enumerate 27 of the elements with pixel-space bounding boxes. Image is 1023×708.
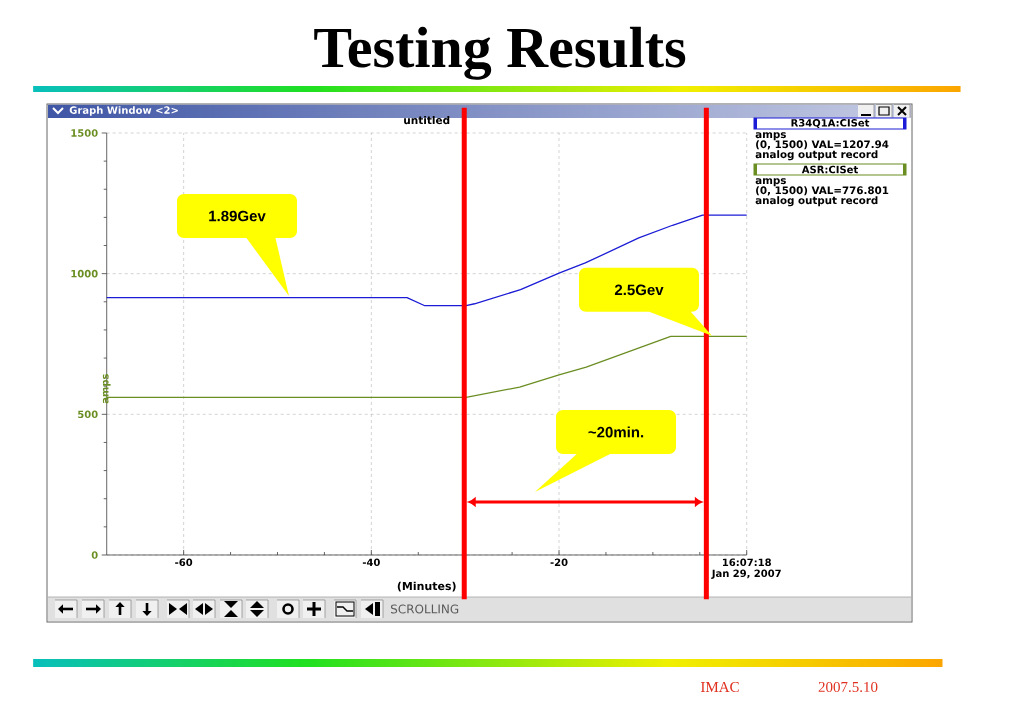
chart-title: Testing Results bbox=[314, 26, 686, 80]
x-tick-label: -40 bbox=[362, 558, 380, 567]
y-tick-label: 0 bbox=[91, 551, 98, 559]
y-axis-title: amps bbox=[102, 374, 111, 404]
x-tick-label: 16:07:18 Jan 29, 2007 bbox=[711, 558, 781, 579]
annotation: 1.89Gev bbox=[209, 210, 266, 222]
text: analog output record bbox=[755, 196, 878, 207]
text: (0, 1500) VAL=1207.94 bbox=[756, 140, 889, 150]
text: ASR:CISet bbox=[801, 165, 858, 174]
text: 2007.5.10 bbox=[818, 681, 878, 693]
text: Graph Window <2> bbox=[69, 106, 178, 116]
text: amps bbox=[755, 178, 786, 187]
x-axis-title: (Minutes) bbox=[397, 581, 456, 592]
text: analog output record bbox=[755, 150, 878, 161]
annotation: ~20min. bbox=[588, 426, 644, 438]
y-tick-label: 1500 bbox=[71, 129, 98, 137]
text: amps bbox=[755, 132, 786, 141]
chart-subtitle: untitled bbox=[404, 116, 450, 125]
text: R34Q1A:CISet bbox=[791, 119, 870, 128]
annotation: 2.5Gev bbox=[614, 284, 664, 296]
y-tick-label: 1000 bbox=[71, 269, 98, 278]
x-tick-label: -20 bbox=[550, 558, 568, 567]
text: (0, 1500) VAL=776.801 bbox=[756, 186, 889, 196]
text: IMAC bbox=[700, 681, 739, 693]
text: SCROLLING bbox=[390, 604, 459, 614]
y-tick-label: 500 bbox=[78, 410, 98, 419]
x-tick-label: -60 bbox=[175, 558, 193, 567]
